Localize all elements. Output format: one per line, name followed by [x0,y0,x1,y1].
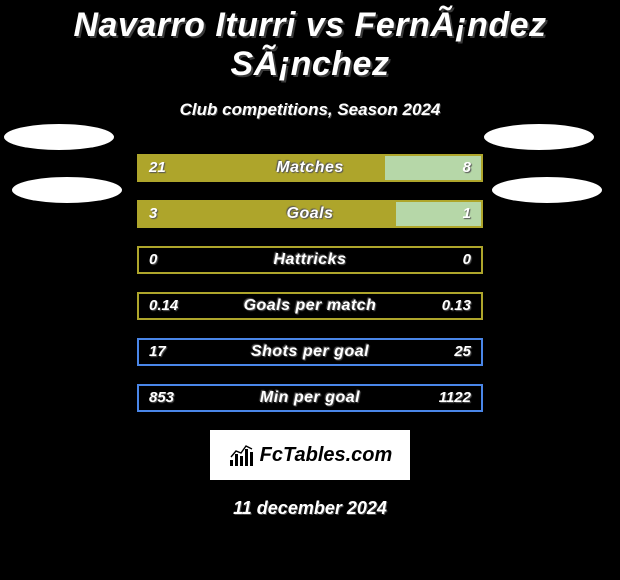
stat-label: Min per goal [139,386,481,410]
stats-container: 21Matches8 3Goals1 0Hattricks0 0.14Goals pe… [137,154,483,412]
avatar-ellipse [492,177,602,203]
brand-badge: FcTables.com [210,430,410,480]
subtitle: Club competitions, Season 2024 [0,100,620,120]
stat-row: 0Hattricks0 [137,246,483,274]
stat-value-player-b: 8 [463,156,471,180]
brand-icon [228,442,254,468]
stat-row: 853Min per goal1122 [137,384,483,412]
stat-label: Shots per goal [139,340,481,364]
stat-row: 17Shots per goal25 [137,338,483,366]
stat-value-player-b: 0.13 [442,294,471,318]
avatar-ellipse [12,177,122,203]
stat-row: 0.14Goals per match0.13 [137,292,483,320]
stat-value-player-b: 25 [454,340,471,364]
footer-date: 11 december 2024 [0,498,620,519]
stat-value-player-b: 1122 [439,386,471,410]
stat-value-player-b: 1 [463,202,471,226]
stat-label: Goals per match [139,294,481,318]
brand-text: FcTables.com [260,444,393,467]
stat-row: 3Goals1 [137,200,483,228]
page-title: Navarro Iturri vs FernÃ¡ndez SÃ¡nchez [0,0,620,84]
avatar-ellipse [484,124,594,150]
stat-value-player-b: 0 [463,248,471,272]
stat-label: Goals [139,202,481,226]
avatar-ellipse [4,124,114,150]
stat-label: Matches [139,156,481,180]
stat-row: 21Matches8 [137,154,483,182]
stat-label: Hattricks [139,248,481,272]
